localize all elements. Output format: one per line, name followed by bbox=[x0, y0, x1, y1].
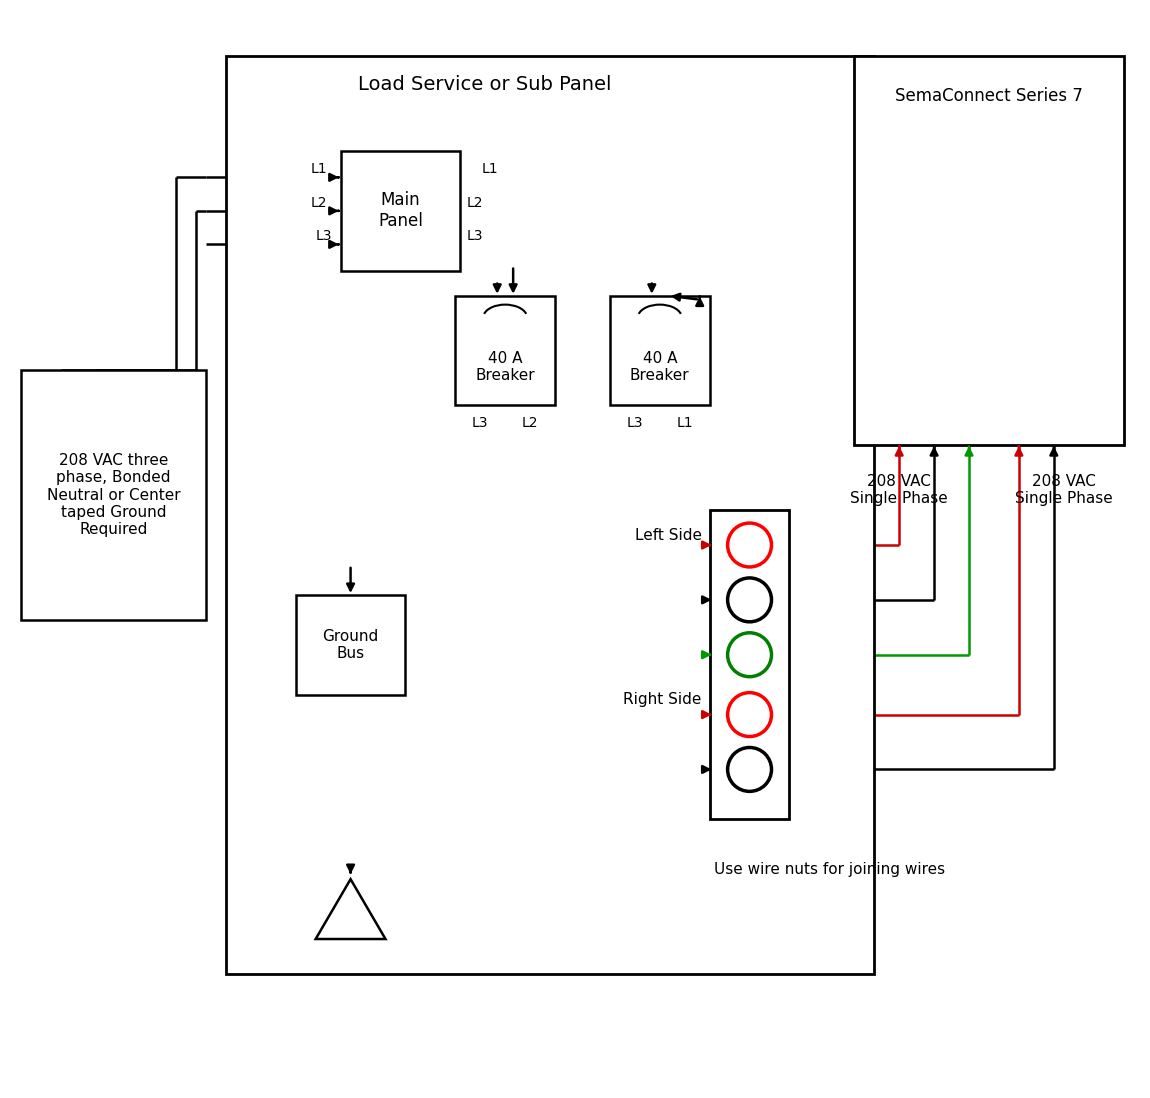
Text: 208 VAC
Single Phase: 208 VAC Single Phase bbox=[850, 474, 948, 506]
Text: L3: L3 bbox=[627, 416, 643, 430]
Text: SemaConnect Series 7: SemaConnect Series 7 bbox=[895, 87, 1083, 105]
Text: Use wire nuts for joining wires: Use wire nuts for joining wires bbox=[714, 862, 945, 876]
Text: L2: L2 bbox=[467, 195, 483, 210]
Text: Right Side: Right Side bbox=[623, 692, 702, 707]
Text: L3: L3 bbox=[315, 229, 332, 244]
Text: L1: L1 bbox=[482, 163, 499, 177]
Text: L2: L2 bbox=[522, 416, 538, 430]
Text: 40 A
Breaker: 40 A Breaker bbox=[630, 350, 690, 383]
Text: L3: L3 bbox=[467, 229, 483, 244]
Text: L1: L1 bbox=[310, 163, 327, 177]
Text: L1: L1 bbox=[676, 416, 693, 430]
Text: 208 VAC
Single Phase: 208 VAC Single Phase bbox=[1015, 474, 1113, 506]
Text: Load Service or Sub Panel: Load Service or Sub Panel bbox=[359, 75, 612, 93]
Text: L3: L3 bbox=[472, 416, 489, 430]
Text: 40 A
Breaker: 40 A Breaker bbox=[475, 350, 535, 383]
Text: Main
Panel: Main Panel bbox=[378, 191, 423, 231]
Bar bbox=[296, 595, 406, 695]
Bar bbox=[710, 511, 789, 819]
Text: Left Side: Left Side bbox=[635, 527, 702, 542]
Bar bbox=[340, 152, 460, 271]
Text: 208 VAC three
phase, Bonded
Neutral or Center
taped Ground
Required: 208 VAC three phase, Bonded Neutral or C… bbox=[47, 452, 181, 537]
Bar bbox=[22, 370, 206, 619]
Bar bbox=[854, 56, 1124, 446]
Text: Ground
Bus: Ground Bus bbox=[322, 628, 378, 661]
Bar bbox=[455, 295, 555, 405]
Bar bbox=[610, 295, 710, 405]
Text: L2: L2 bbox=[310, 195, 327, 210]
Bar bbox=[225, 56, 874, 974]
